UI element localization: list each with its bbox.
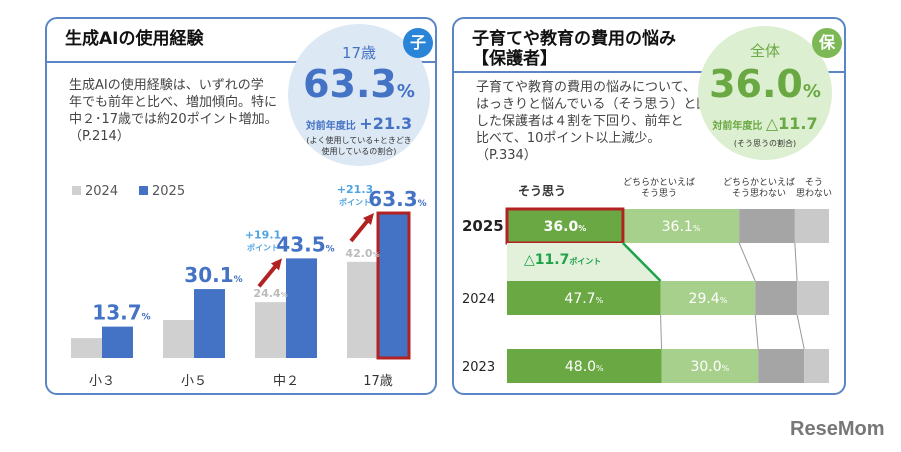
right-panel: 子育てや教育の費用の悩み 【保護者】 子育てや教育の費用の悩みについて、 はっきり… (452, 17, 846, 395)
segment-label: 29.4% (689, 291, 728, 307)
increase-label: +19.1 (245, 228, 281, 241)
panel-title: 子育てや教育の費用の悩み 【保護者】 (472, 29, 676, 69)
description: 生成AIの使用経験は、いずれの学 年でも前年と比べ、増加傾向。特に 中２･17歳… (69, 77, 278, 145)
circle-note: (そう思うの割合) (733, 139, 797, 148)
stacked-segment (622, 209, 740, 243)
highlight-circle: 全体 36.0% 対前年度比 △11.7 (そう思うの割合) (698, 26, 832, 160)
increase-unit: ポイント (339, 197, 371, 207)
row-label: 2025 (462, 217, 504, 235)
series-header: どちらかといえば (723, 177, 795, 188)
bar-2024 (255, 302, 286, 358)
data-label-2024: 42.0% (345, 247, 379, 260)
increase-arrow (257, 263, 279, 288)
panel-title: 生成AIの使用経験 (65, 29, 204, 49)
connector-line (738, 242, 756, 282)
legend-label-2024: 2024 (85, 184, 118, 199)
bar-2025 (376, 211, 411, 360)
stacked-segment (661, 349, 759, 383)
desc-line: 生成AIの使用経験は、いずれの学 (69, 78, 264, 93)
x-tick-label: 小３ (89, 374, 115, 389)
bar-2025 (102, 326, 133, 358)
bar-2025 (194, 289, 225, 358)
diff-line (622, 242, 662, 282)
child-badge: 子 (403, 28, 433, 58)
connector-line (660, 314, 663, 350)
stacked-segment (755, 281, 798, 315)
stacked-segment (660, 281, 756, 315)
connector-line (754, 314, 759, 350)
increase-arrowhead (363, 213, 374, 226)
parent-badge: 保 (812, 28, 842, 58)
cost-worry-stacked-chart: そう思うどちらかといえばそう思うどちらかといえばそう思わないそう思わない2025… (462, 177, 832, 383)
stacked-segment (758, 349, 805, 383)
series-header: 思わない (796, 188, 832, 199)
series-header: どちらかといえば (623, 177, 695, 188)
resemom-logo: ReseMom (790, 418, 885, 440)
increase-label: +21.3 (337, 183, 373, 196)
legend-label-2025: 2025 (152, 184, 185, 199)
circle-label: 全体 (749, 42, 780, 60)
divider (47, 61, 435, 63)
increase-arrowhead (271, 258, 282, 271)
usage-bar-chart: 2024 2025 小３ 13.7% 小５ 30.1% 中２ 43.5% 24.4% 17歳 63.… (71, 183, 427, 389)
stacked-segment (804, 349, 829, 383)
segment-label: 36.0% (544, 219, 587, 235)
circle-note: (よく使用している+ときどき 使用しているの割合) (306, 136, 412, 156)
x-tick-label: 小５ (181, 374, 207, 389)
row-label: 2024 (462, 292, 495, 307)
x-tick-label: 中２ (273, 374, 299, 389)
divider (454, 71, 844, 73)
increase-arrow (349, 217, 371, 243)
stacked-segment (507, 209, 623, 243)
bar-2025 (286, 258, 317, 358)
data-label-2025: 43.5% (276, 232, 334, 256)
circle-label: 17歳 (341, 44, 377, 62)
series-header: そう思わない (732, 188, 786, 199)
desc-line: 中２･17歳では約20ポイント増加。 (69, 112, 278, 127)
circle-diff: 対前年度比 △11.7 (712, 114, 818, 133)
segment-label: 36.1% (662, 219, 701, 235)
row-label: 2023 (462, 360, 495, 375)
data-label-2025: 30.1% (184, 263, 242, 287)
desc-line: 比べて、10ポイント以上減少。 (476, 131, 661, 146)
stacked-segment (507, 281, 661, 315)
series-header: そう思う (641, 188, 677, 199)
increase-unit: ポイント (247, 242, 279, 252)
connector-line (794, 242, 798, 282)
segment-label: 47.7% (564, 291, 603, 307)
legend-swatch-2024 (72, 186, 81, 195)
desc-line: はっきりと悩んでいる（そう思う）と回答 (476, 97, 723, 112)
bar-2024 (163, 319, 194, 358)
stacked-segment (794, 209, 829, 243)
stacked-segment (797, 281, 829, 315)
data-label-2024: 24.4% (253, 287, 287, 300)
stacked-segment (739, 209, 795, 243)
segment-label: 30.0% (690, 359, 729, 375)
circle-diff: 対前年度比 +21.3 (305, 114, 413, 133)
series-header: そう思う (518, 184, 566, 198)
segment-label: 48.0% (565, 359, 604, 375)
desc-line: （P.214） (69, 129, 130, 144)
desc-line: 子育てや教育の費用の悩みについて、 (476, 80, 696, 95)
data-label-2025: 63.3% (368, 187, 426, 211)
desc-line: した保護者は４割を下回り、前年と (476, 114, 684, 129)
stacked-segment (507, 349, 662, 383)
connector-line (796, 314, 805, 350)
circle-value: 63.3% (303, 62, 415, 106)
data-label-2025: 13.7% (92, 301, 150, 325)
description: 子育てや教育の費用の悩みについて、 はっきりと悩んでいる（そう思う）と回答 した… (476, 79, 722, 164)
bar-2024 (71, 338, 102, 358)
legend-swatch-2025 (139, 186, 148, 195)
circle-value: 36.0% (709, 62, 821, 106)
diff-band (507, 243, 661, 281)
desc-line: 年でも前年と比べ、増加傾向。特に (69, 95, 278, 110)
bar-2024 (347, 261, 378, 358)
desc-line: （P.334） (476, 148, 537, 163)
x-tick-label: 17歳 (363, 374, 393, 389)
series-header: そう (805, 177, 823, 188)
